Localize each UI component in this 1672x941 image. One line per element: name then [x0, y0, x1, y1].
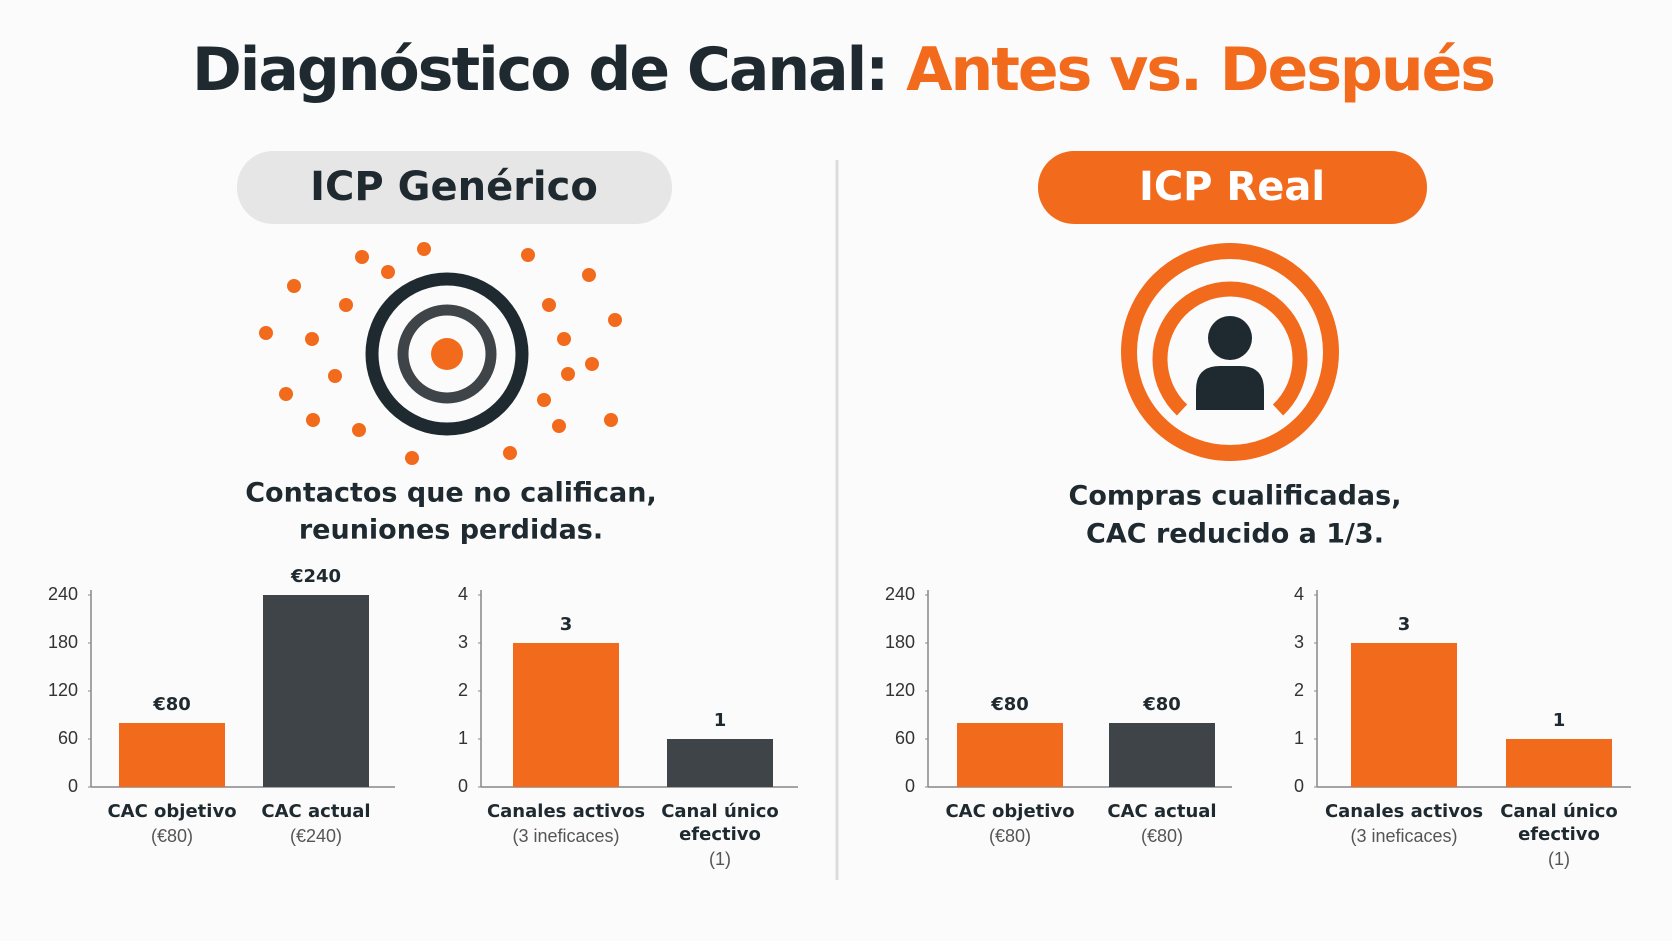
dot [279, 387, 293, 401]
value-label: €80 [1142, 694, 1181, 715]
dot [381, 265, 395, 279]
target-ring [365, 272, 529, 436]
dot [552, 419, 566, 433]
value-label: €240 [290, 566, 341, 587]
y-tick-label: 0 [905, 776, 915, 796]
value-label: 1 [1553, 710, 1566, 731]
bar [119, 723, 225, 787]
y-tick-label: 240 [48, 584, 78, 604]
icon-arc [1152, 281, 1308, 416]
caption: Contactos que no califican, [245, 478, 657, 509]
x-tick-label: efectivo [1518, 824, 1600, 845]
y-tick-label: 180 [48, 632, 78, 652]
dot [405, 451, 419, 465]
title-accent: Antes vs. Después [906, 35, 1494, 105]
x-tick-label: CAC objetivo [107, 801, 236, 822]
dot [339, 298, 353, 312]
title: Diagnóstico de Canal: Antes vs. Después [192, 35, 1494, 105]
y-tick-label: 60 [895, 728, 915, 748]
value-label: 3 [560, 614, 573, 635]
y-tick-label: 4 [1294, 584, 1304, 604]
value-label: €80 [152, 694, 191, 715]
dot [287, 279, 301, 293]
y-tick-label: 1 [1294, 728, 1304, 748]
person-body [1196, 366, 1264, 410]
bar [263, 595, 369, 787]
dot [503, 446, 517, 460]
dot [608, 313, 622, 327]
y-tick-label: 2 [458, 680, 468, 700]
y-tick-label: 0 [458, 776, 468, 796]
y-tick-label: 3 [458, 632, 468, 652]
category-note: (€240) [290, 826, 342, 846]
dot [604, 413, 618, 427]
category-note: (€80) [151, 826, 193, 846]
y-tick-label: 2 [1294, 680, 1304, 700]
x-tick-label: CAC objetivo [945, 801, 1074, 822]
scatter-dots [259, 242, 622, 465]
category-note: (3 ineficaces) [512, 826, 619, 846]
badge-text: ICP Genérico [310, 164, 598, 210]
badge [1038, 151, 1427, 224]
y-tick-label: 120 [885, 680, 915, 700]
target-ring [397, 304, 497, 404]
dot [561, 367, 575, 381]
caption: Compras cualificadas, [1069, 481, 1402, 512]
caption: reuniones perdidas. [299, 515, 603, 546]
dot [306, 413, 320, 427]
y-tick-label: 240 [885, 584, 915, 604]
icon-ring [1121, 243, 1339, 461]
bar [1109, 723, 1215, 787]
dot [352, 423, 366, 437]
bar [1506, 739, 1612, 787]
x-tick-label: Canales activos [487, 801, 645, 822]
category-note: (3 ineficaces) [1350, 826, 1457, 846]
dot [355, 250, 369, 264]
x-tick-label: Canales activos [1325, 801, 1483, 822]
dot [542, 298, 556, 312]
dot [305, 332, 319, 346]
y-tick-label: 1 [458, 728, 468, 748]
dot [585, 357, 599, 371]
y-tick-label: 3 [1294, 632, 1304, 652]
bar [513, 643, 619, 787]
value-label: €80 [990, 694, 1029, 715]
dot [537, 393, 551, 407]
category-note: (€80) [1141, 826, 1183, 846]
bar [1351, 643, 1457, 787]
caption: CAC reducido a 1/3. [1086, 519, 1384, 550]
dot [259, 326, 273, 340]
x-tick-label: Canal único [661, 801, 779, 822]
y-tick-label: 4 [458, 584, 468, 604]
y-tick-label: 0 [68, 776, 78, 796]
y-tick-label: 120 [48, 680, 78, 700]
badge-text: ICP Real [1139, 164, 1325, 210]
category-note: (1) [709, 849, 731, 869]
x-tick-label: efectivo [679, 824, 761, 845]
dot [582, 268, 596, 282]
bar [667, 739, 773, 787]
dot [328, 369, 342, 383]
dot [417, 242, 431, 256]
dot [557, 332, 571, 346]
x-tick-label: CAC actual [1107, 801, 1216, 822]
target-center [431, 338, 463, 370]
y-tick-label: 180 [885, 632, 915, 652]
value-label: 3 [1398, 614, 1411, 635]
x-tick-label: Canal único [1500, 801, 1618, 822]
dot [521, 248, 535, 262]
y-tick-label: 60 [58, 728, 78, 748]
category-note: (1) [1548, 849, 1570, 869]
badge [237, 151, 672, 224]
person-head [1208, 316, 1252, 360]
value-label: 1 [714, 710, 727, 731]
category-note: (€80) [989, 826, 1031, 846]
bar [957, 723, 1063, 787]
title-lead: Diagnóstico de Canal: [192, 35, 906, 105]
x-tick-label: CAC actual [261, 801, 370, 822]
y-tick-label: 0 [1294, 776, 1304, 796]
